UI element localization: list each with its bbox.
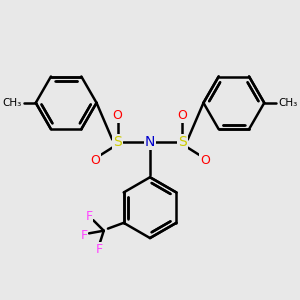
Text: O: O — [200, 154, 210, 167]
Text: S: S — [113, 135, 122, 149]
Text: F: F — [85, 209, 93, 223]
Text: S: S — [178, 135, 187, 149]
Text: F: F — [96, 243, 103, 256]
Text: O: O — [178, 110, 188, 122]
Text: CH₃: CH₃ — [2, 98, 22, 108]
Text: N: N — [145, 135, 155, 149]
Text: O: O — [90, 154, 100, 167]
Text: O: O — [112, 110, 122, 122]
Text: F: F — [80, 230, 87, 242]
Text: CH₃: CH₃ — [278, 98, 298, 108]
